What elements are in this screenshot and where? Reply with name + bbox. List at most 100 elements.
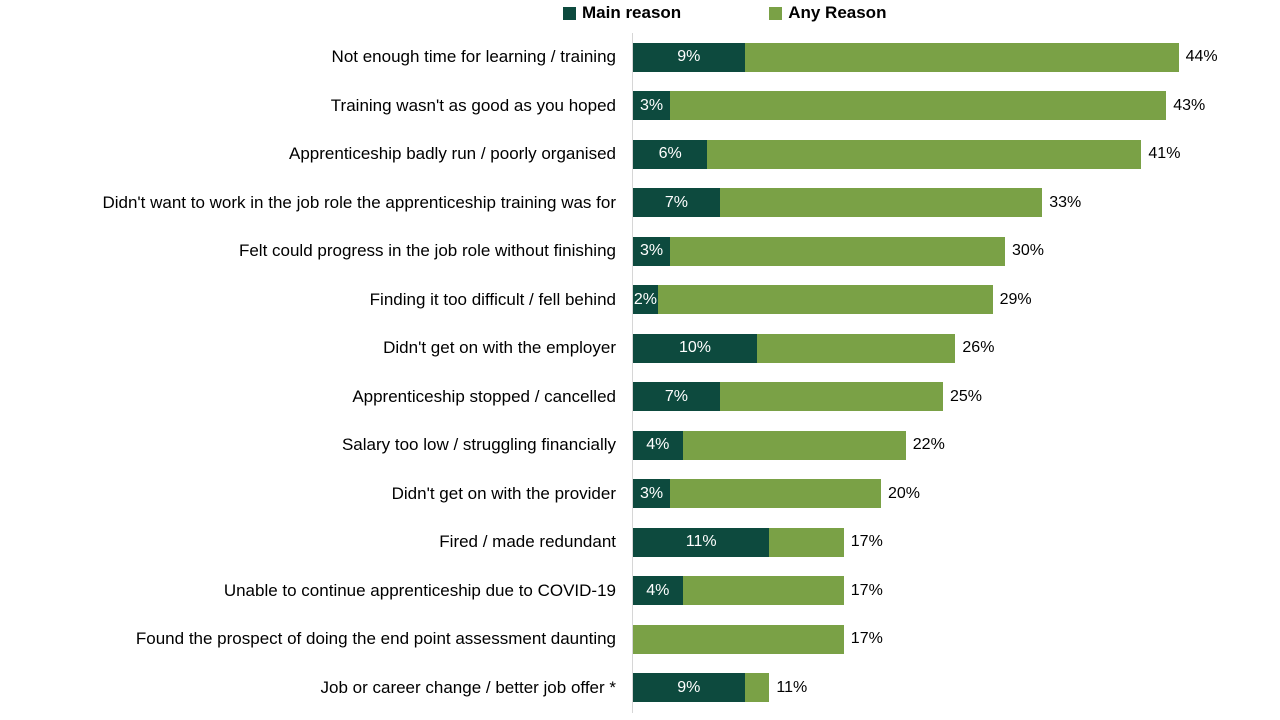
chart-row: Didn't want to work in the job role the … xyxy=(0,179,1280,228)
legend-item-main-reason: Main reason xyxy=(563,3,681,23)
bar-cell: 3% 43% xyxy=(633,91,1280,121)
category-label: Felt could progress in the job role with… xyxy=(238,241,616,261)
legend-label-any-reason: Any Reason xyxy=(788,3,887,22)
bar-cell: 3% 20% xyxy=(633,479,1280,509)
main-reason-bar-segment: 3% xyxy=(633,91,671,121)
category-label: Unable to continue apprenticeship due to… xyxy=(223,580,616,600)
bar-cell: 4% 17% xyxy=(633,576,1280,606)
main-reason-bar-segment: 4% xyxy=(633,430,683,460)
main-reason-bar-segment: 6% xyxy=(633,139,708,169)
category-label: Apprenticeship stopped / cancelled xyxy=(352,386,616,406)
any-value-label: 17% xyxy=(850,533,883,551)
any-value-label: 20% xyxy=(887,484,921,502)
bar-cell: 3% 30% xyxy=(633,236,1280,266)
bar-cell: 6% 41% xyxy=(633,139,1280,169)
any-reason-bar-segment xyxy=(682,576,844,606)
category-cell: Didn't get on with the employer xyxy=(0,337,620,359)
any-reason-bar-segment xyxy=(719,188,1043,218)
chart-row: Felt could progress in the job role with… xyxy=(0,227,1280,276)
bar-cell: 7% 33% xyxy=(633,188,1280,218)
legend-label-main-reason: Main reason xyxy=(582,3,682,22)
category-cell: Not enough time for learning / training xyxy=(0,46,620,68)
any-value-label: 25% xyxy=(949,387,983,405)
any-value-label: 44% xyxy=(1185,48,1218,66)
chart-legend: Main reason Any Reason xyxy=(563,3,886,23)
category-cell: Finding it too difficult / fell behind xyxy=(0,289,620,311)
bar-cell: 9% 44% xyxy=(633,42,1280,72)
any-reason-bar-segment xyxy=(670,479,881,509)
category-cell: Felt could progress in the job role with… xyxy=(0,240,620,262)
category-cell: Unable to continue apprenticeship due to… xyxy=(0,580,620,602)
bar-cell: 11% 17% xyxy=(633,527,1280,557)
category-cell: Salary too low / struggling financially xyxy=(0,434,620,456)
category-cell: Fired / made redundant xyxy=(0,531,620,553)
bar-cell: 4% 22% xyxy=(633,430,1280,460)
any-reason-bar-segment xyxy=(670,236,1005,266)
bar-cell: 17% xyxy=(633,624,1280,654)
any-value-label: 26% xyxy=(962,339,995,357)
chart-row: Apprenticeship badly run / poorly organi… xyxy=(0,130,1280,179)
main-reason-bar-segment: 2% xyxy=(633,285,658,315)
bar-cell: 7% 25% xyxy=(633,382,1280,412)
category-axis-line xyxy=(632,33,633,713)
category-label: Found the prospect of doing the end poin… xyxy=(135,629,616,649)
any-value-label: 17% xyxy=(850,630,883,648)
bar-cell: 9% 11% xyxy=(633,673,1280,703)
category-cell: Found the prospect of doing the end poin… xyxy=(0,628,620,650)
chart-row: Finding it too difficult / fell behind 2… xyxy=(0,276,1280,325)
main-reason-swatch-icon xyxy=(563,6,576,20)
category-label: Didn't get on with the employer xyxy=(383,338,616,358)
chart-row: Apprenticeship stopped / cancelled 7% 25… xyxy=(0,373,1280,422)
chart-row: Not enough time for learning / training … xyxy=(0,33,1280,82)
category-label: Apprenticeship badly run / poorly organi… xyxy=(289,144,616,164)
category-label: Fired / made redundant xyxy=(439,532,616,552)
main-reason-bar-segment: 7% xyxy=(633,188,720,218)
any-value-label: 43% xyxy=(1173,96,1206,114)
any-value-label: 29% xyxy=(999,290,1032,308)
any-reason-bar-segment xyxy=(769,527,844,557)
any-value-label: 11% xyxy=(776,678,808,696)
main-reason-bar-segment: 11% xyxy=(633,527,770,557)
chart-row: Salary too low / struggling financially … xyxy=(0,421,1280,470)
chart-row: Didn't get on with the provider 3% 20% xyxy=(0,470,1280,519)
main-reason-bar-segment: 9% xyxy=(633,42,745,72)
category-label: Training wasn't as good as you hoped xyxy=(330,95,616,115)
chart-rows: Not enough time for learning / training … xyxy=(0,33,1280,712)
category-label: Finding it too difficult / fell behind xyxy=(369,289,616,309)
category-cell: Job or career change / better job offer … xyxy=(0,677,620,699)
chart-row: Didn't get on with the employer 10% 26% xyxy=(0,324,1280,373)
bar-cell: 2% 29% xyxy=(633,285,1280,315)
any-value-label: 17% xyxy=(850,581,883,599)
chart-row: Training wasn't as good as you hoped 3% … xyxy=(0,82,1280,131)
any-value-label: 41% xyxy=(1148,145,1181,163)
any-reason-bar-segment xyxy=(707,139,1142,169)
any-reason-bar-segment xyxy=(657,285,993,315)
main-reason-bar-segment: 7% xyxy=(633,382,720,412)
category-label: Didn't get on with the provider xyxy=(391,483,616,503)
any-reason-bar-segment xyxy=(682,430,906,460)
main-reason-bar-segment: 3% xyxy=(633,479,671,509)
any-reason-bar-segment xyxy=(744,42,1179,72)
category-label: Salary too low / struggling financially xyxy=(341,435,616,455)
category-cell: Didn't want to work in the job role the … xyxy=(0,192,620,214)
category-cell: Apprenticeship badly run / poorly organi… xyxy=(0,143,620,165)
category-cell: Didn't get on with the provider xyxy=(0,483,620,505)
any-reason-bar-segment xyxy=(757,333,956,363)
any-reason-bar-segment xyxy=(744,673,770,703)
chart-row: Fired / made redundant 11% 17% xyxy=(0,518,1280,567)
main-reason-bar-segment: 10% xyxy=(633,333,757,363)
legend-item-any-reason: Any Reason xyxy=(769,3,886,23)
any-reason-bar-segment xyxy=(633,624,844,654)
category-cell: Training wasn't as good as you hoped xyxy=(0,95,620,117)
category-label: Job or career change / better job offer … xyxy=(320,677,616,697)
category-cell: Apprenticeship stopped / cancelled xyxy=(0,386,620,408)
main-reason-bar-segment: 9% xyxy=(633,673,745,703)
chart-row: Job or career change / better job offer … xyxy=(0,664,1280,713)
main-reason-bar-segment: 4% xyxy=(633,576,683,606)
chart-row: Unable to continue apprenticeship due to… xyxy=(0,567,1280,616)
any-value-label: 22% xyxy=(912,436,945,454)
any-reason-bar-segment xyxy=(670,91,1167,121)
any-value-label: 33% xyxy=(1049,193,1082,211)
any-value-label: 30% xyxy=(1011,242,1045,260)
